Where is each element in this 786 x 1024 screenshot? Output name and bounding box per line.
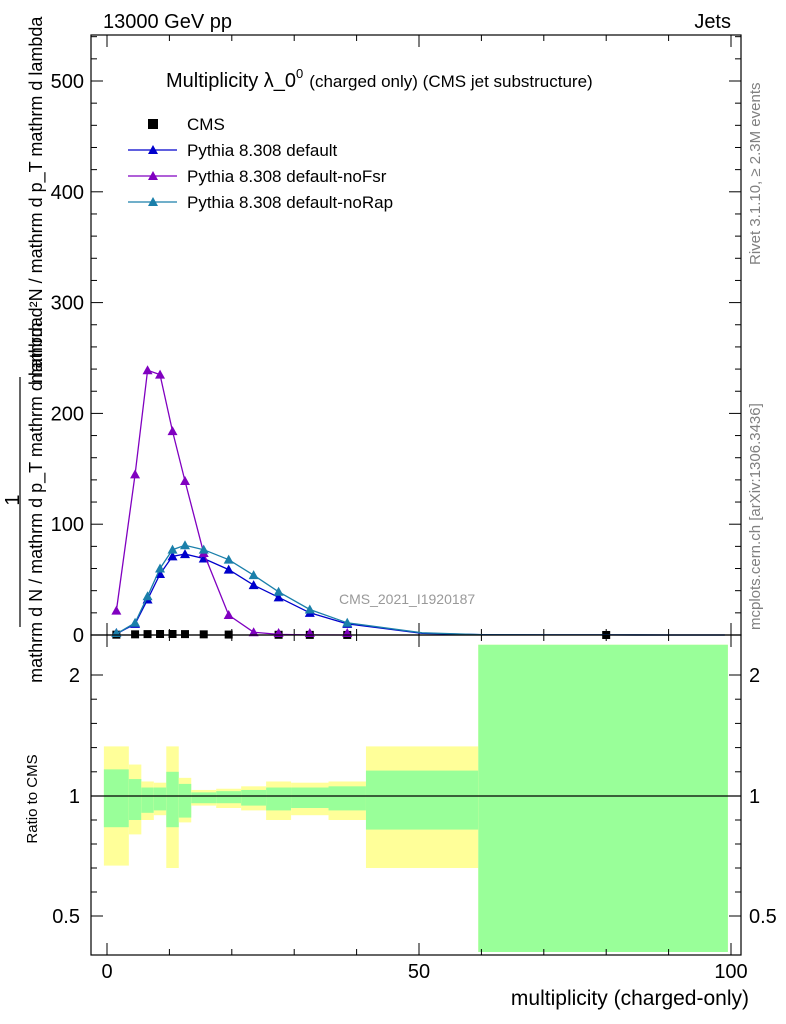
ratio-ytick-label: 1 xyxy=(69,786,80,808)
legend-label: CMS xyxy=(187,115,225,134)
ratio-band-inner xyxy=(141,787,154,813)
ratio-band-inner xyxy=(216,791,242,804)
ratio-band-inner xyxy=(241,789,267,806)
ratio-band-inner xyxy=(128,779,142,820)
series-point xyxy=(198,544,209,554)
legend-marker xyxy=(148,119,158,129)
series-point xyxy=(273,586,284,596)
series-point xyxy=(155,563,166,573)
data-point xyxy=(131,630,140,639)
legend-marker xyxy=(148,171,158,180)
series-point xyxy=(155,369,166,379)
data-point xyxy=(199,630,208,639)
data-point xyxy=(168,630,177,639)
legend-label: Pythia 8.308 default xyxy=(187,141,338,160)
ylabel-extra: mathrm d²N / mathrm d p_T mathrm d lambd… xyxy=(26,16,47,384)
ylabel-numerator: 1 xyxy=(2,494,24,505)
series-point xyxy=(111,605,122,615)
legend: CMS Pythia 8.308 default Pythia 8.308 defa… xyxy=(128,115,393,212)
ratio-band-inner xyxy=(266,787,292,811)
ratio-band-inner xyxy=(365,770,479,830)
chart-title-superscript: 0 xyxy=(296,66,303,81)
series-point xyxy=(248,627,259,637)
ylabel-denominator: mathrm d N / mathrm d p_T mathrm d lambd… xyxy=(26,316,47,683)
main-ytick-label: 0 xyxy=(73,625,84,647)
series-point xyxy=(180,549,190,559)
ratio-plot: 0 50 100 0.5 0.5 1 1 2 2 xyxy=(52,634,777,983)
data-point xyxy=(181,630,189,639)
series-point xyxy=(142,365,153,375)
xlabel: multiplicity (charged-only) xyxy=(511,987,749,1010)
ratio-ylabel: Ratio to CMS xyxy=(24,754,41,843)
legend-marker xyxy=(148,145,158,154)
ratio-ytick-label-right: 2 xyxy=(749,665,760,687)
ratio-band-inner xyxy=(103,769,129,828)
series-point xyxy=(180,540,190,550)
series-point xyxy=(248,580,259,590)
main-ytick-label: 500 xyxy=(51,71,84,93)
series-point xyxy=(223,554,234,564)
ratio-band-inner xyxy=(291,787,329,808)
legend-label: Pythia 8.308 default-noRap xyxy=(187,193,393,212)
series-point xyxy=(304,604,315,614)
ratio-band-inner xyxy=(328,786,366,811)
ratio-band-inner xyxy=(178,783,192,818)
rivet-label: Rivet 3.1.10, ≥ 2.3M events xyxy=(747,83,764,266)
chart-title: Multiplicity λ_00 (charged only) (CMS jet… xyxy=(166,66,593,92)
main-ytick-label: 400 xyxy=(51,182,84,204)
xtick-label: 50 xyxy=(408,961,430,983)
series-point xyxy=(130,617,141,627)
series-point xyxy=(342,617,353,627)
series-point xyxy=(223,610,234,620)
header-left: 13000 GeV pp xyxy=(103,11,232,33)
chart-title-text: Multiplicity λ_0 xyxy=(166,70,296,92)
series-point xyxy=(155,569,166,579)
series-point xyxy=(248,570,259,580)
data-point xyxy=(143,630,152,639)
series-point xyxy=(180,475,190,485)
data-point xyxy=(156,630,165,639)
main-ytick-label: 100 xyxy=(51,514,84,536)
ratio-ytick-label-right: 0.5 xyxy=(749,906,777,928)
main-ytick-label: 200 xyxy=(51,403,84,425)
header-right: Jets xyxy=(694,11,731,33)
ratio-band-inner xyxy=(478,644,728,952)
series-point xyxy=(223,564,234,574)
series-point xyxy=(142,591,153,601)
legend-label: Pythia 8.308 default-noFsr xyxy=(187,167,387,186)
series-line xyxy=(115,369,348,636)
ratio-ytick-label-right: 1 xyxy=(749,786,760,808)
series-point xyxy=(167,426,178,436)
series-point xyxy=(167,551,178,561)
ratio-frame xyxy=(90,634,742,956)
analysis-watermark: CMS_2021_I1920187 xyxy=(339,591,475,607)
mcplots-label: mcplots.cern.ch [arXiv:1306.3436] xyxy=(747,403,764,630)
ratio-ytick-label: 0.5 xyxy=(52,906,80,928)
ratio-band-inner xyxy=(191,792,217,804)
series-point xyxy=(130,469,141,479)
main-ylabel: 1 mathrm d N / mathrm d p_T mathrm d lam… xyxy=(2,16,47,683)
chart-subtitle: (charged only) (CMS jet substructure) xyxy=(309,72,592,91)
ratio-ytick-label: 2 xyxy=(69,665,80,687)
xtick-label: 0 xyxy=(101,961,112,983)
legend-marker xyxy=(148,197,158,206)
series-point xyxy=(167,544,178,554)
ratio-band-inner xyxy=(166,771,179,828)
ratio-band-inner xyxy=(153,787,167,811)
series-point xyxy=(273,592,284,602)
xtick-label: 100 xyxy=(714,961,747,983)
main-ytick-label: 300 xyxy=(51,293,84,315)
